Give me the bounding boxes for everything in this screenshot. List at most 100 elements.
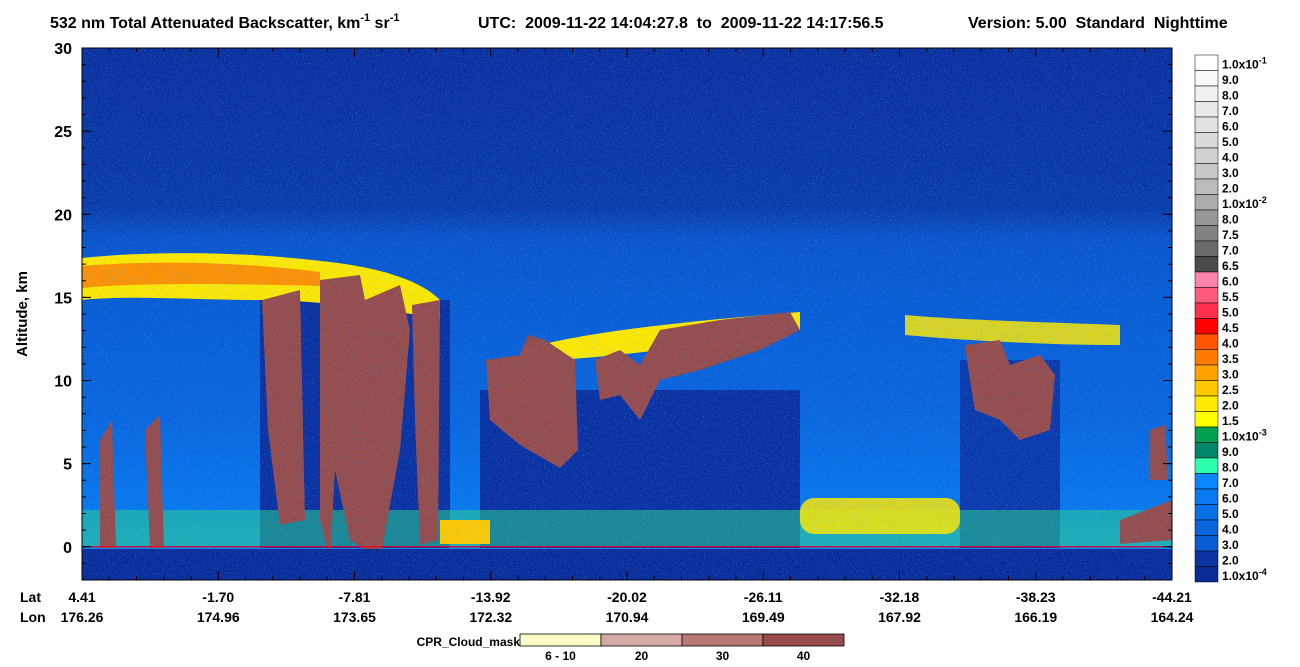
colorbar-swatch [1194,101,1219,118]
colorbar-label-sup: -3 [1259,428,1267,438]
backscatter-curtain [82,48,1172,580]
x-tick-label-lon: 167.92 [878,609,921,625]
colorbar-swatch [1194,116,1219,133]
colorbar-label-text: 4.5 [1222,321,1239,335]
x-row-label: Lat [20,589,41,605]
colorbar-swatch [1194,426,1219,443]
colorbar-swatch [1194,318,1219,335]
colorbar-label-text: 1.0x10 [1222,430,1259,444]
colorbar-label: 3.0 [1222,166,1239,180]
colorbar-label-text: 4.0 [1222,151,1239,165]
colorbar-label: 2.5 [1222,383,1239,397]
x-tick-label-lon: 169.49 [742,609,785,625]
colorbar-swatch [1194,225,1219,242]
colorbar-label: 3.0 [1222,368,1239,382]
y-tick-label: 30 [54,41,72,58]
colorbar-swatch [1194,194,1219,211]
colorbar-swatch [1194,271,1219,288]
y-tick-label: 0 [63,540,72,557]
colorbar-label: 9.0 [1222,445,1239,459]
colorbar-label-text: 7.5 [1222,228,1239,242]
colorbar-label: 5.0 [1222,135,1239,149]
colorbar-label-text: 3.0 [1222,538,1239,552]
colorbar-label: 1.0x10-2 [1222,195,1267,211]
chart-title: 532 nm Total Attenuated Backscatter, km-… [50,12,399,32]
cpr-legend-title: CPR_Cloud_mask [417,635,521,649]
colorbar-label-text: 2.0 [1222,399,1239,413]
colorbar-swatch [1194,132,1219,149]
x-tick-label-lon: 172.32 [469,609,512,625]
colorbar-label: 2.0 [1222,182,1239,196]
colorbar-label: 5.0 [1222,306,1239,320]
y-axis-label: Altitude, km [14,271,31,357]
y-tick-label: 10 [54,374,72,391]
x-tick-label-lon: 164.24 [1151,609,1194,625]
colorbar-label-text: 3.0 [1222,166,1239,180]
colorbar-label: 1.5 [1222,414,1239,428]
cpr-legend: CPR_Cloud_mask 6 - 10 20 30 40 [417,633,845,663]
cpr-legend-label: 40 [797,649,811,663]
x-tick-label-lat: -13.92 [471,589,511,605]
colorbar-label: 5.5 [1222,290,1239,304]
colorbar-label: 2.0 [1222,554,1239,568]
x-tick-label-lat: -1.70 [202,589,234,605]
colorbar-label-sup: -1 [1259,56,1267,66]
colorbar-swatch [1194,163,1219,180]
x-tick-label-lon: 173.65 [333,609,376,625]
colorbar-swatch [1194,287,1219,304]
colorbar-label: 4.0 [1222,151,1239,165]
colorbar-label-text: 2.0 [1222,554,1239,568]
colorbar-swatch [1194,457,1219,474]
y-tick-label: 15 [54,290,72,307]
colorbar-swatch [1194,364,1219,381]
x-tick-label-lat: -26.11 [744,589,783,605]
colorbar-label: 7.0 [1222,476,1239,490]
x-tick-label-lon: 170.94 [606,609,649,625]
colorbar-label-text: 1.0x10 [1222,58,1259,72]
colorbar-label: 2.0 [1222,399,1239,413]
colorbar-swatch [1194,395,1219,412]
colorbar-swatch [1194,488,1219,505]
colorbar-label-text: 5.0 [1222,306,1239,320]
colorbar-swatch [1194,85,1219,102]
colorbar-label: 4.0 [1222,523,1239,537]
colorbar-label: 6.0 [1222,492,1239,506]
colorbar-label-text: 3.5 [1222,352,1239,366]
x-tick-label-lat: -38.23 [1016,589,1056,605]
colorbar-label-sup: -4 [1259,567,1267,577]
colorbar-label: 9.0 [1222,73,1239,87]
x-row-label: Lon [20,609,46,625]
colorbar-swatch [1194,240,1219,257]
colorbar-label: 8.0 [1222,213,1239,227]
colorbar-label-text: 4.0 [1222,337,1239,351]
colorbar-swatch [1194,209,1219,226]
cpr-legend-label: 20 [635,649,649,663]
colorbar-label-text: 4.0 [1222,523,1239,537]
colorbar-swatch [1194,54,1219,71]
y-tick-label: 20 [54,207,72,224]
colorbar-label-text: 2.0 [1222,182,1239,196]
y-tick-label: 25 [54,124,72,141]
colorbar-label: 1.0x10-4 [1222,567,1267,583]
colorbar-label: 6.0 [1222,120,1239,134]
colorbar-swatch [1194,550,1219,567]
x-tick-label-lat: -7.81 [339,589,371,605]
colorbar-label-text: 5.0 [1222,507,1239,521]
colorbar: 1.0x10-19.08.07.06.05.04.03.02.01.0x10-2… [1194,54,1267,583]
cpr-legend-label: 6 - 10 [545,649,576,663]
cpr-legend-swatch [600,633,683,647]
colorbar-label: 8.0 [1222,89,1239,103]
colorbar-label: 3.5 [1222,352,1239,366]
colorbar-swatch [1194,535,1219,552]
colorbar-label-text: 7.0 [1222,476,1239,490]
colorbar-swatch [1194,256,1219,273]
colorbar-label: 6.5 [1222,259,1239,273]
colorbar-label-text: 3.0 [1222,368,1239,382]
title-unit: sr [370,15,390,32]
colorbar-swatch [1194,302,1219,319]
version: Version: 5.00 Standard Nighttime [968,15,1228,32]
colorbar-swatch [1194,70,1219,87]
x-tick-label-lon: 174.96 [197,609,240,625]
x-tick-label-lon: 166.19 [1014,609,1057,625]
x-tick-label-lat: -44.21 [1152,589,1192,605]
